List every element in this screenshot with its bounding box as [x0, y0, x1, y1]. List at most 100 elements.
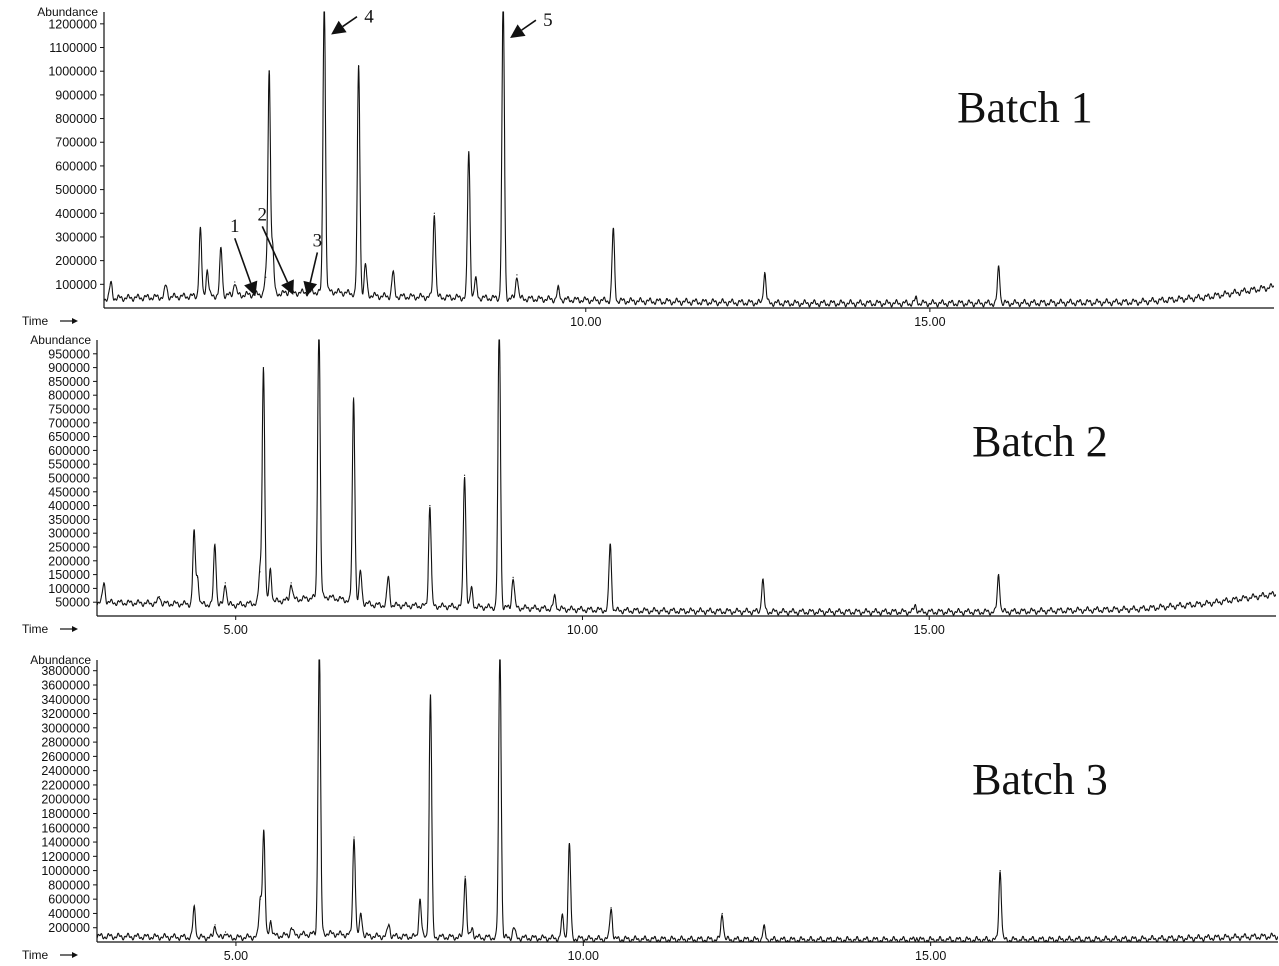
peak-marker — [259, 571, 261, 573]
peak-marker — [358, 65, 360, 68]
peak-marker — [914, 604, 916, 606]
x-axis-title-arrowhead — [72, 952, 78, 958]
peak-marker — [220, 248, 222, 250]
y-tick-label: 200000 — [48, 921, 90, 935]
chromatogram-trace — [104, 11, 1274, 308]
peak-marker — [265, 276, 267, 278]
y-axis-title: Abundance — [37, 5, 98, 19]
annotation-arrowhead — [331, 20, 347, 35]
x-tick-label: 10.00 — [567, 623, 598, 637]
peak-marker — [464, 875, 466, 877]
y-tick-label: 900000 — [48, 361, 90, 375]
x-tick-label: 10.00 — [570, 315, 601, 329]
peak-marker — [609, 543, 611, 545]
peak-marker — [270, 919, 272, 922]
peak-marker — [193, 907, 195, 909]
peak-annotation-label: 1 — [230, 216, 240, 237]
y-tick-label: 150000 — [48, 568, 90, 582]
y-tick-label: 600000 — [55, 159, 97, 173]
x-tick-label: 15.00 — [914, 315, 945, 329]
y-tick-label: 300000 — [48, 527, 90, 541]
y-tick-label: 350000 — [48, 513, 90, 527]
y-tick-label: 50000 — [55, 596, 90, 610]
y-tick-label: 500000 — [55, 183, 97, 197]
y-axis-title: Abundance — [30, 333, 91, 347]
peak-marker — [290, 927, 293, 929]
batch-label: Batch 2 — [972, 417, 1108, 466]
peak-annotation-label: 4 — [364, 7, 374, 28]
peak-marker — [224, 931, 227, 933]
peak-marker — [268, 70, 270, 72]
peak-marker — [998, 267, 1000, 269]
y-tick-label: 500000 — [48, 472, 90, 486]
y-tick-label: 3000000 — [41, 721, 90, 735]
peak-marker — [557, 288, 559, 290]
peak-marker — [263, 830, 265, 832]
y-tick-label: 3400000 — [41, 693, 90, 707]
y-tick-label: 400000 — [48, 907, 90, 921]
peak-annotation-label: 3 — [313, 230, 323, 251]
peak-marker — [259, 898, 261, 900]
chromatogram-trace — [97, 339, 1276, 616]
peak-marker — [554, 596, 556, 598]
y-tick-label: 850000 — [48, 375, 90, 389]
peak-marker — [612, 229, 614, 231]
peak-marker — [353, 836, 355, 838]
peak-marker — [392, 271, 394, 274]
peak-marker — [323, 11, 325, 13]
y-tick-label: 1200000 — [48, 17, 97, 31]
peak-marker — [429, 694, 432, 696]
y-tick-label: 200000 — [55, 254, 97, 268]
y-tick-label: 950000 — [48, 347, 90, 361]
peak-marker — [318, 659, 320, 661]
y-tick-label: 250000 — [48, 541, 90, 555]
peak-marker — [568, 844, 571, 846]
y-tick-label: 400000 — [48, 499, 90, 513]
peak-marker — [360, 912, 362, 915]
y-tick-label: 900000 — [55, 88, 97, 102]
peak-marker — [387, 576, 389, 578]
annotation-arrow-line — [521, 19, 537, 31]
panel-batch-2: Abundance 5000010000015000020000025000030… — [22, 333, 1276, 637]
peak-marker — [234, 281, 236, 283]
peak-marker — [516, 274, 518, 276]
peak-annotation-label: 2 — [258, 204, 268, 225]
y-tick-label: 650000 — [48, 430, 90, 444]
peak-marker — [997, 574, 1000, 576]
y-tick-label: 1000000 — [41, 864, 90, 878]
x-axis-title: Time — [22, 948, 49, 961]
panel-batch-1: Abundance 100000 200000 300000 400000 500000 6… — [22, 5, 1274, 329]
peak-marker — [471, 927, 473, 929]
peak-marker — [764, 271, 766, 274]
x-tick-label: 15.00 — [915, 949, 946, 961]
chromatogram-trace — [97, 659, 1278, 942]
peak-marker — [916, 937, 918, 939]
peak-marker — [199, 229, 201, 231]
y-tick-label: 1100000 — [49, 41, 97, 55]
annotation-arrow-line — [234, 237, 252, 284]
y-tick-label: 3800000 — [41, 664, 90, 678]
trace-group — [104, 11, 1274, 308]
peak-marker — [353, 397, 355, 399]
y-tick-label: 800000 — [55, 112, 97, 126]
y-tick-label: 600000 — [48, 444, 90, 458]
x-tick-label: 5.00 — [224, 623, 248, 637]
peak-marker — [433, 212, 435, 214]
peak-marker — [193, 532, 195, 534]
annotation-arrowhead — [244, 280, 258, 297]
y-tick-label: 300000 — [55, 230, 97, 244]
peak-marker — [110, 282, 112, 284]
peak-marker — [165, 284, 167, 287]
peak-marker — [721, 912, 723, 915]
peak-marker — [262, 367, 265, 369]
peak-marker — [763, 927, 765, 929]
peak-marker — [364, 264, 367, 266]
x-axis-title-arrowhead — [72, 626, 78, 632]
y-tick-label: 2600000 — [41, 750, 90, 764]
peak-marker — [224, 582, 226, 584]
peak-marker — [512, 576, 514, 578]
peak-marker — [103, 582, 105, 584]
peak-marker — [419, 898, 421, 900]
peak-marker — [388, 923, 390, 925]
